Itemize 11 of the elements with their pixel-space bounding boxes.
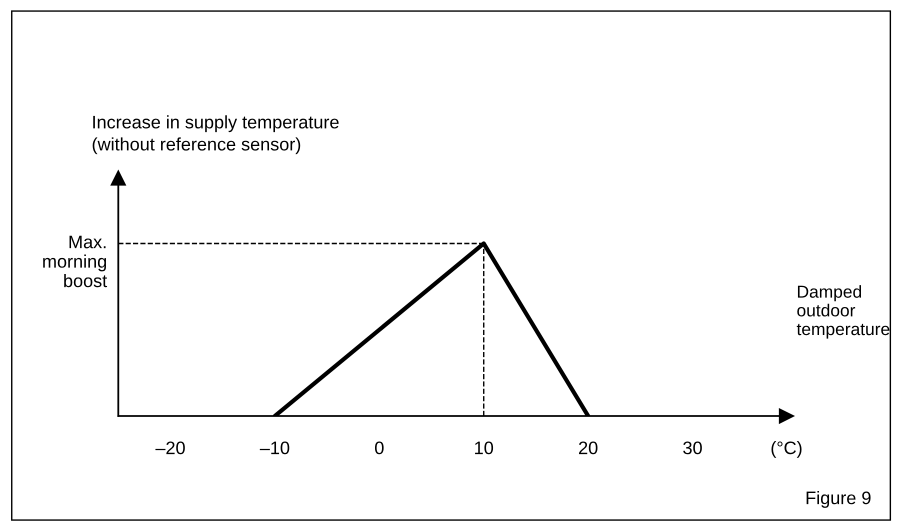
caption: Figure 9 [806, 491, 871, 508]
x-tick-label: –20 [155, 441, 185, 454]
y-axis-title: Increase in supply temperature (without reference sensor) [92, 115, 339, 154]
x-axis-title: Damped outdoor temperature [796, 285, 890, 339]
x-tick-label: 0 [375, 441, 384, 454]
x-tick-label: (°C) [771, 441, 802, 458]
x-tick-label: –10 [260, 441, 290, 454]
x-tick-label: 20 [579, 441, 598, 454]
ref-line-label: Max. morning boost [43, 236, 108, 288]
x-tick-label: 30 [683, 441, 702, 454]
x-tick-label: 10 [475, 441, 494, 454]
